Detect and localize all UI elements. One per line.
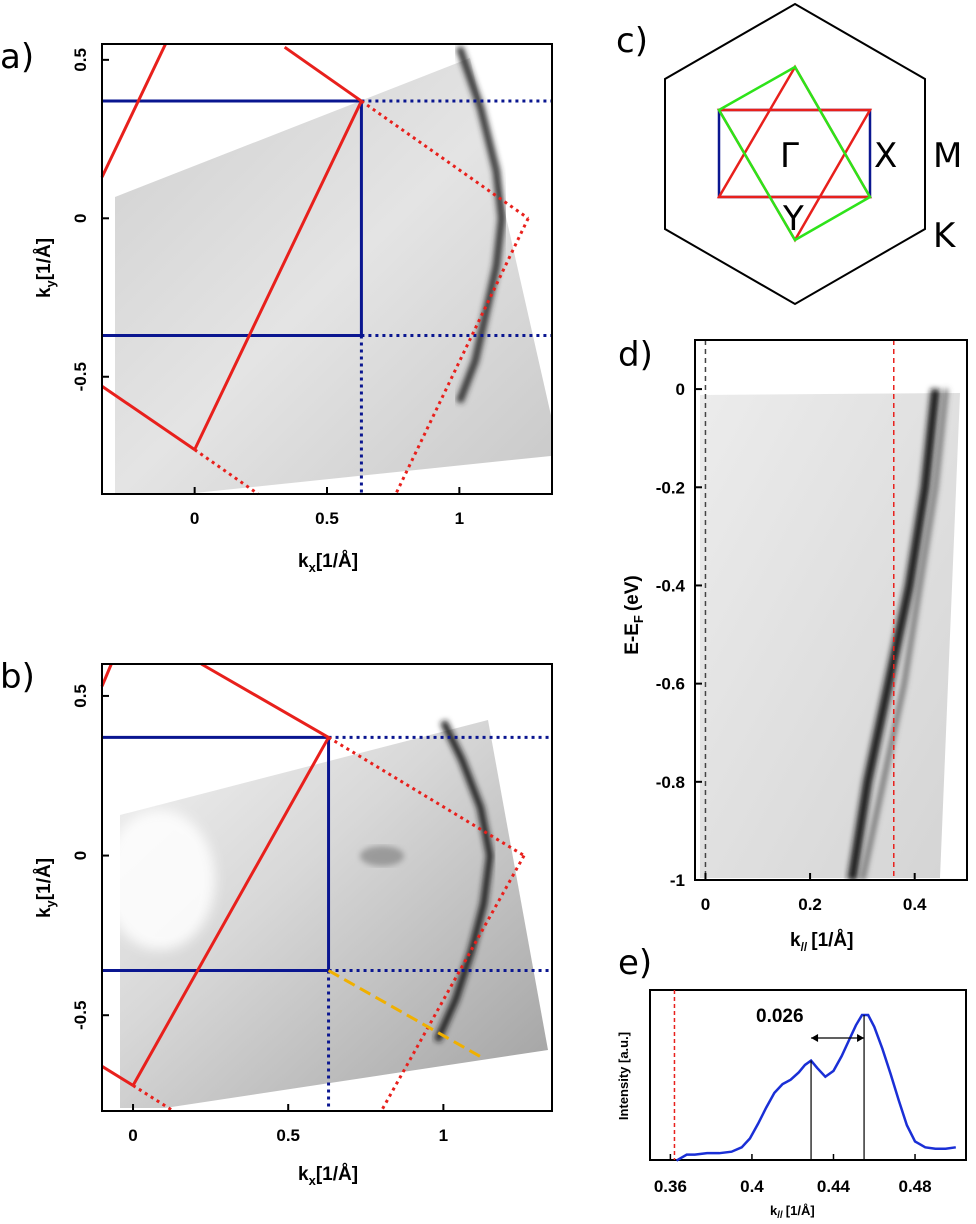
bright-patch-b <box>105 810 215 950</box>
arrowhead-left <box>811 1034 819 1042</box>
panel-d: 0 0.2 0.4 0 -0.2 -0.4 -0.6 -0.8 -1 k//[1/Å] E-EF… <box>622 339 968 954</box>
overlay-line-red-solid <box>101 385 196 451</box>
y-tick-label: 0 <box>71 851 90 860</box>
x-axis-label-a: kx[1/Å] <box>298 551 358 575</box>
overlay-line-red-dotted <box>327 736 525 857</box>
band-b <box>433 719 494 1043</box>
panel-e: 0.36 0.4 0.44 0.48 0.026 k//[1/Å] Intensity… <box>616 989 967 1221</box>
y-tick-label: -0.8 <box>656 773 685 792</box>
x-tick-label: 0 <box>128 1126 137 1145</box>
y-axis-label-e: Intensity [a.u.] <box>616 1032 631 1120</box>
panel-label-b: b) <box>0 657 35 697</box>
overlay-line-red-dotted <box>193 448 260 496</box>
band-d-main <box>847 388 941 880</box>
overlay-line-red-dotted <box>394 217 530 495</box>
y-axis-label-d: E-EF(eV) <box>622 575 646 655</box>
x-tick-label: 0 <box>190 509 199 528</box>
overlay-line-red-solid <box>100 663 113 687</box>
panel-label-d: d) <box>618 335 653 375</box>
x-tick-label: 0.4 <box>740 1177 764 1196</box>
y-tick-label: -0.2 <box>656 478 685 497</box>
x-tick-label: 1 <box>455 509 464 528</box>
y-tick-label: -0.6 <box>656 675 685 694</box>
overlay-line-red-solid <box>100 43 167 178</box>
separation-annotation: 0.026 <box>756 1006 804 1027</box>
dark-patch-b <box>360 846 404 866</box>
x-tick-label: 0.44 <box>817 1177 851 1196</box>
x-axis-label-b: kx[1/Å] <box>298 1164 358 1188</box>
y-tick-label: -0.4 <box>656 576 686 595</box>
x-tick-label: 0.4 <box>903 895 927 914</box>
x-tick-label: 0.2 <box>798 895 822 914</box>
panel-a: 0 0.5 1 0.5 0 -0.5 kx[1/Å] ky[1/Å] <box>34 43 553 575</box>
overlay-line-red-solid <box>193 100 363 451</box>
x-axis-label-d: k//[1/Å] <box>790 930 853 954</box>
intensity-curve <box>675 1013 956 1162</box>
green-parallelogram <box>717 65 872 242</box>
x-tick-label: 1 <box>439 1126 448 1145</box>
x-tick-label: 0.36 <box>654 1177 687 1196</box>
y-tick-label: 0.5 <box>71 684 90 708</box>
y-tick-label: 0 <box>676 380 685 399</box>
x-axis-label-e: k//[1/Å] <box>770 1203 815 1221</box>
overlay-line-red-solid <box>283 45 363 103</box>
y-axis-label-b: ky[1/Å] <box>34 858 58 918</box>
panel-label-c: c) <box>616 21 648 61</box>
overlay-line-red-solid <box>101 1065 134 1087</box>
x-tick-label: 0 <box>701 895 710 914</box>
frame-b <box>101 663 553 1112</box>
panel-label-a: a) <box>0 37 34 77</box>
frame-e <box>649 989 967 1161</box>
overlay-line-red-solid <box>200 662 330 739</box>
band-d-second <box>860 388 949 880</box>
y-tick-label: -0.5 <box>71 362 90 391</box>
y-tick-label: -1 <box>670 871 685 890</box>
m-point-label: M <box>933 136 962 176</box>
red-triangle-up <box>716 64 873 199</box>
k-point-label: K <box>933 216 957 256</box>
y-tick-label: 0.5 <box>71 48 90 72</box>
x-tick-label: 0.5 <box>315 509 339 528</box>
frame-d <box>694 339 968 881</box>
band-a <box>456 46 506 404</box>
y-point-label: Y <box>782 199 804 239</box>
y-tick-label: 0 <box>71 214 90 223</box>
overlay-line-red-solid <box>131 736 330 1087</box>
gamma-point-label: Γ <box>780 136 799 176</box>
overlay-line-red-dotted <box>360 99 530 220</box>
y-axis-label-a: ky[1/Å] <box>34 238 58 298</box>
x-tick-label: 0.48 <box>898 1177 931 1196</box>
overlay-line-red-dotted <box>132 1084 175 1113</box>
panel-label-e: e) <box>618 943 652 983</box>
x-tick-label: 0.5 <box>276 1126 300 1145</box>
panel-b: 0 0.5 1 0.5 0 -0.5 kx[1/Å] ky[1/Å] <box>34 662 553 1188</box>
overlay-line-orange-dashed <box>327 969 482 1059</box>
hexagon-zone <box>664 2 926 306</box>
intensity-map-b <box>120 720 548 1108</box>
y-tick-label: -0.5 <box>71 1001 90 1030</box>
arrowhead-right <box>857 1034 865 1042</box>
intensity-map-d <box>700 393 960 878</box>
panel-c: Γ X Y M K <box>664 2 962 306</box>
x-point-label: X <box>874 136 897 176</box>
